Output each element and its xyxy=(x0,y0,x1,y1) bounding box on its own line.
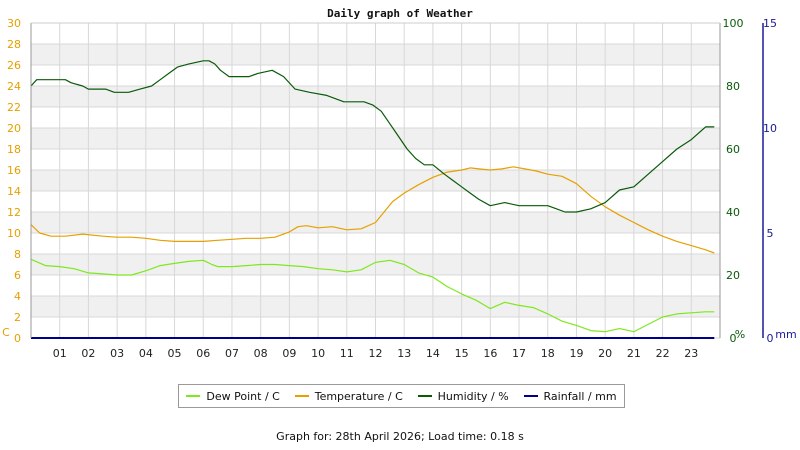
x-tick-label: 11 xyxy=(340,347,354,360)
left-tick-label: 6 xyxy=(14,269,21,282)
humidity-tick-label: 60 xyxy=(726,143,740,156)
footer-info: Graph for: 28th April 2026; Load time: 0… xyxy=(276,430,524,443)
x-tick-label: 18 xyxy=(541,347,555,360)
left-tick-label: 24 xyxy=(7,80,21,93)
x-tick-label: 05 xyxy=(168,347,182,360)
series-line xyxy=(30,60,715,213)
rain-tick-label: 15 xyxy=(763,17,777,30)
x-tick-label: 06 xyxy=(196,347,210,360)
x-tick-label: 21 xyxy=(627,347,641,360)
left-tick-label: 14 xyxy=(7,185,21,198)
left-tick-label: 20 xyxy=(7,122,21,135)
x-tick-label: 01 xyxy=(53,347,67,360)
x-tick-label: 19 xyxy=(569,347,583,360)
legend-swatch xyxy=(523,395,538,397)
rain-tick-label: 5 xyxy=(767,227,774,240)
chart-title: Daily graph of Weather xyxy=(327,7,473,20)
axes xyxy=(30,22,764,338)
legend-swatch xyxy=(294,395,309,397)
rain-tick-label: 0 xyxy=(767,332,774,345)
x-tick-label: 02 xyxy=(81,347,95,360)
x-tick-label: 13 xyxy=(397,347,411,360)
humidity-tick-label: 40 xyxy=(726,206,740,219)
x-tick-label: 04 xyxy=(139,347,153,360)
legend-label: Rainfall / mm xyxy=(543,389,617,403)
x-tick-label: 14 xyxy=(426,347,440,360)
x-tick-label: 12 xyxy=(369,347,383,360)
legend-label: Humidity / % xyxy=(437,389,509,403)
humidity-tick-label: 20 xyxy=(726,269,740,282)
humidity-tick-label: 80 xyxy=(726,80,740,93)
series-layer xyxy=(30,60,715,339)
legend-label: Dew Point / C xyxy=(206,389,280,403)
humidity-axis-unit: % xyxy=(735,328,745,341)
left-tick-label: 18 xyxy=(7,143,21,156)
x-tick-label: 08 xyxy=(254,347,268,360)
series-line xyxy=(30,166,715,254)
x-tick-label: 16 xyxy=(483,347,497,360)
left-tick-label: 10 xyxy=(7,227,21,240)
legend-item: Humidity / % xyxy=(417,389,509,403)
x-tick-label: 09 xyxy=(282,347,296,360)
left-tick-label: 22 xyxy=(7,101,21,114)
x-tick-label: 23 xyxy=(684,347,698,360)
left-tick-label: 0 xyxy=(14,332,21,345)
left-tick-label: 16 xyxy=(7,164,21,177)
legend-item: Temperature / C xyxy=(294,389,403,403)
left-tick-label: 12 xyxy=(7,206,21,219)
x-tick-label: 15 xyxy=(455,347,469,360)
rain-tick-label: 10 xyxy=(763,122,777,135)
left-tick-label: 2 xyxy=(14,311,21,324)
x-tick-label: 03 xyxy=(110,347,124,360)
legend-swatch xyxy=(186,395,201,397)
left-tick-label: 26 xyxy=(7,59,21,72)
legend-item: Rainfall / mm xyxy=(523,389,617,403)
legend-swatch xyxy=(417,395,432,397)
rain-axis-unit: mm xyxy=(775,328,796,341)
humidity-tick-label: 0 xyxy=(730,332,737,345)
left-tick-label: 4 xyxy=(14,290,21,303)
left-tick-label: 8 xyxy=(14,248,21,261)
x-tick-label: 07 xyxy=(225,347,239,360)
legend-item: Dew Point / C xyxy=(186,389,280,403)
x-tick-label: 20 xyxy=(598,347,612,360)
legend: Dew Point / C Temperature / C Humidity / %… xyxy=(178,384,625,408)
legend-label: Temperature / C xyxy=(314,389,403,403)
left-axis-unit: C xyxy=(2,326,10,339)
left-tick-label: 30 xyxy=(7,17,21,30)
x-tick-label: 17 xyxy=(512,347,526,360)
x-tick-label: 22 xyxy=(656,347,670,360)
x-tick-label: 10 xyxy=(311,347,325,360)
left-tick-label: 28 xyxy=(7,38,21,51)
series-line xyxy=(30,258,715,333)
humidity-tick-label: 100 xyxy=(723,17,744,30)
